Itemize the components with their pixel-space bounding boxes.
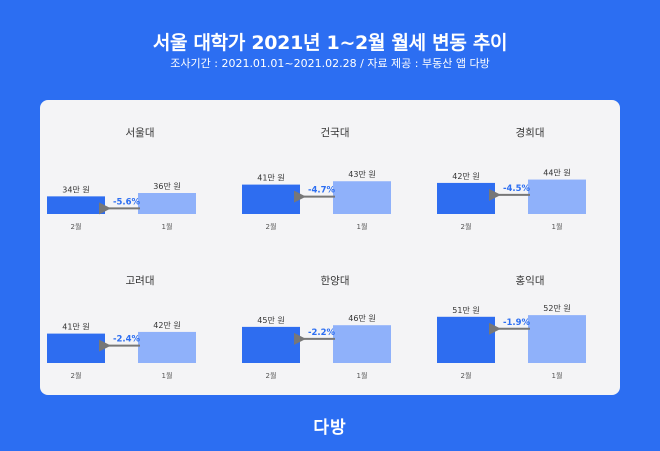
bar-value-label: 41만 원: [257, 174, 284, 183]
chart-title-hanyang-univ: 한양대: [320, 275, 350, 287]
change-percent-label: -5.6%: [113, 197, 141, 207]
chart-hongik-univ: 홍익대 51만 원 2월 52만 원 1월 -1.9%: [430, 248, 630, 395]
category-tick-label: 2월: [461, 222, 472, 231]
chart-title: 서울 대학가 2021년 1~2월 월세 변동 추이: [152, 32, 508, 54]
chart-seoul-univ: 서울대 34만 원 2월 36만 원 1월 -5.6%: [40, 100, 240, 248]
chart-kyunghee-univ: 경희대 42만 원 2월 44만 원 1월 -4.5%: [430, 100, 630, 248]
chart-title-korea-univ: 고려대: [125, 275, 155, 287]
bar-value-label: 46만 원: [348, 314, 375, 323]
bar-value-label: 44만 원: [543, 169, 570, 178]
bar-feb: [437, 316, 495, 363]
bar-chart-svg: 34만 원 2월 36만 원 1월 -5.6%: [47, 182, 196, 231]
bar-jan: [528, 179, 586, 214]
bar-value-label: 42만 원: [452, 172, 479, 181]
dabang-logo: 다방: [313, 418, 347, 438]
charts-panel: 서울대 34만 원 2월 36만 원 1월 -5.6% 건국대 41만 원 2월 43만 원…: [40, 100, 620, 395]
category-tick-label: 1월: [357, 222, 368, 231]
chart-title-hongik-univ: 홍익대: [515, 275, 545, 287]
bar-value-label: 43만 원: [348, 170, 375, 179]
bar-chart-svg: 41만 원 2월 42만 원 1월 -2.4%: [47, 321, 196, 380]
bar-feb: [242, 184, 300, 214]
bar-feb: [47, 196, 105, 214]
bar-chart-svg: 41만 원 2월 43만 원 1월 -4.7%: [242, 170, 391, 231]
bar-jan: [528, 315, 586, 363]
category-tick-label: 1월: [357, 371, 368, 380]
bar-value-label: 42만 원: [153, 321, 180, 330]
category-tick-label: 2월: [71, 371, 82, 380]
category-tick-label: 2월: [71, 222, 82, 231]
change-percent-label: -4.5%: [503, 184, 531, 194]
bar-jan: [138, 331, 196, 363]
change-percent-label: -2.4%: [113, 335, 141, 345]
chart-title-konkuk-univ: 건국대: [320, 127, 350, 139]
chart-korea-univ: 고려대 41만 원 2월 42만 원 1월 -2.4%: [40, 248, 240, 395]
bar-jan: [333, 325, 391, 363]
chart-title-seoul-univ: 서울대: [125, 127, 155, 139]
bar-jan: [333, 181, 391, 214]
bar-value-label: 52만 원: [543, 304, 570, 313]
chart-title-kyunghee-univ: 경희대: [515, 127, 545, 139]
category-tick-label: 1월: [552, 222, 563, 231]
chart-konkuk-univ: 건국대 41만 원 2월 43만 원 1월 -4.7%: [235, 100, 435, 248]
change-percent-label: -2.2%: [308, 328, 336, 338]
bar-jan: [138, 193, 196, 214]
category-tick-label: 2월: [266, 222, 277, 231]
category-tick-label: 2월: [266, 371, 277, 380]
bar-chart-svg: 42만 원 2월 44만 원 1월 -4.5%: [437, 169, 586, 231]
category-tick-label: 1월: [162, 371, 173, 380]
change-percent-label: -4.7%: [308, 186, 336, 196]
change-percent-label: -1.9%: [503, 318, 531, 328]
bar-feb: [242, 326, 300, 363]
category-tick-label: 1월: [162, 222, 173, 231]
bar-value-label: 34만 원: [62, 185, 89, 194]
bar-value-label: 36만 원: [153, 182, 180, 191]
category-tick-label: 1월: [552, 371, 563, 380]
bar-chart-svg: 45만 원 2월 46만 원 1월 -2.2%: [242, 314, 391, 380]
bar-chart-svg: 51만 원 2월 52만 원 1월 -1.9%: [437, 304, 586, 380]
chart-hanyang-univ: 한양대 45만 원 2월 46만 원 1월 -2.2%: [235, 248, 435, 395]
category-tick-label: 2월: [461, 371, 472, 380]
bar-feb: [47, 333, 105, 363]
bar-value-label: 45만 원: [257, 316, 284, 325]
bar-feb: [437, 182, 495, 214]
bar-value-label: 51만 원: [452, 306, 479, 315]
bar-value-label: 41만 원: [62, 323, 89, 332]
chart-subtitle: 조사기간 : 2021.01.01~2021.02.28 / 자료 제공 : 부…: [170, 57, 490, 70]
